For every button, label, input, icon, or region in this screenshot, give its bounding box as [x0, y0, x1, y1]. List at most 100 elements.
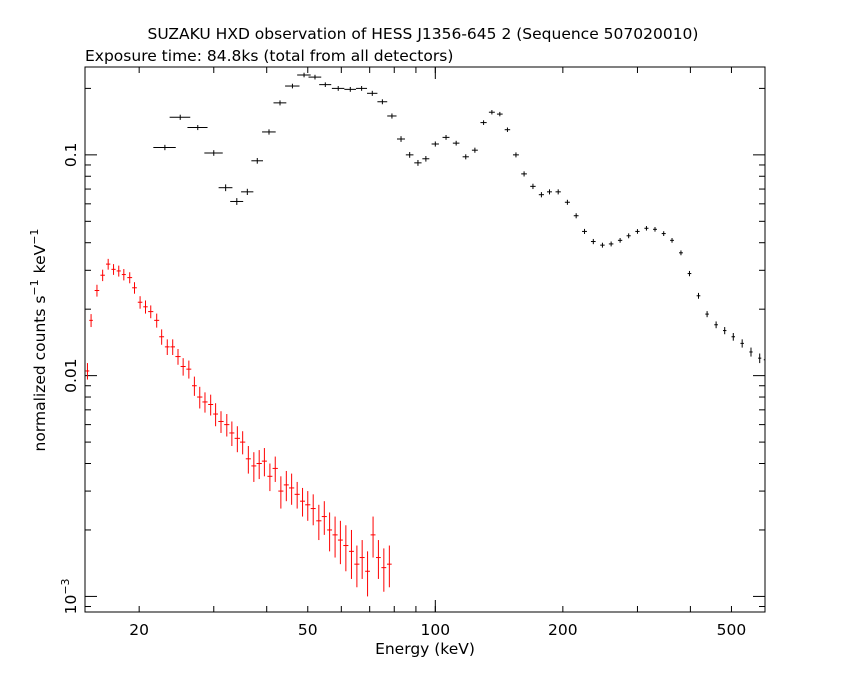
- data-point: [749, 347, 753, 357]
- data-point: [316, 504, 322, 541]
- data-point: [224, 414, 230, 437]
- data-point: [387, 113, 397, 119]
- data-point: [365, 551, 370, 597]
- y-tick-label-exp: −3: [59, 578, 72, 594]
- data-point: [111, 264, 116, 275]
- data-point: [294, 481, 300, 509]
- x-tick-label: 20: [129, 621, 149, 639]
- plot-frame: [84, 66, 766, 613]
- data-point: [300, 487, 305, 517]
- data-point: [356, 86, 368, 91]
- data-point: [359, 540, 365, 579]
- data-point: [376, 540, 381, 579]
- data-point: [670, 238, 674, 243]
- data-point: [547, 189, 552, 195]
- data-point: [705, 311, 709, 318]
- data-point: [170, 339, 175, 356]
- data-point: [187, 125, 208, 131]
- data-point: [661, 231, 666, 237]
- data-point: [386, 545, 392, 588]
- data-point: [354, 545, 360, 588]
- data-point: [337, 520, 343, 565]
- data-point: [679, 250, 683, 256]
- data-point: [261, 448, 267, 477]
- data-point: [590, 238, 596, 245]
- data-point: [273, 100, 287, 106]
- data-point: [100, 269, 105, 282]
- data-point: [462, 154, 469, 160]
- data-point: [310, 494, 316, 526]
- data-point: [758, 353, 762, 364]
- y-axis-label-exp2: −1: [28, 229, 41, 245]
- y-tick-label: 10−3: [59, 578, 80, 614]
- data-point: [127, 272, 133, 284]
- data-point: [740, 339, 744, 348]
- data-point: [186, 360, 192, 379]
- y-axis-label: normalized counts s−1keV−1: [28, 229, 49, 452]
- data-point: [600, 242, 605, 248]
- data-point: [164, 339, 170, 356]
- data-point: [143, 300, 148, 314]
- y-tick-label: 0.01: [62, 358, 80, 393]
- data-point: [348, 529, 354, 579]
- data-point: [94, 284, 100, 297]
- data-point: [154, 313, 160, 328]
- data-point: [488, 110, 495, 115]
- x-tick-label: 100: [421, 621, 451, 639]
- data-point: [422, 156, 430, 162]
- data-point: [218, 184, 233, 192]
- data-point: [327, 512, 333, 552]
- data-point: [148, 305, 154, 319]
- data-point: [116, 265, 121, 277]
- data-point: [191, 376, 197, 396]
- data-point: [319, 82, 332, 87]
- data-point: [343, 525, 349, 572]
- data-point: [285, 83, 300, 89]
- data-point: [431, 141, 439, 147]
- data-point: [722, 327, 727, 335]
- series-pin: [85, 258, 392, 597]
- data-point: [230, 198, 244, 205]
- data-point: [582, 228, 587, 235]
- data-point: [344, 86, 357, 92]
- y-axis-label-exp1: −1: [28, 279, 41, 295]
- data-point: [381, 548, 387, 592]
- data-point: [159, 329, 165, 345]
- data-point: [763, 355, 766, 365]
- data-point: [240, 431, 246, 455]
- data-point: [229, 421, 235, 447]
- data-point: [617, 238, 623, 243]
- x-tick-label: 50: [298, 621, 318, 639]
- data-point: [208, 394, 214, 416]
- y-tick-label: 0.1: [62, 143, 80, 168]
- data-point: [564, 199, 570, 205]
- data-point: [251, 157, 263, 164]
- data-point: [89, 314, 93, 328]
- data-point: [204, 150, 223, 156]
- data-point: [405, 152, 414, 158]
- data-point: [180, 358, 186, 376]
- data-point: [608, 241, 614, 247]
- x-tick-label: 500: [717, 621, 747, 639]
- data-point: [573, 213, 579, 219]
- data-point: [521, 171, 527, 177]
- data-point: [278, 476, 284, 509]
- data-point: [377, 99, 388, 105]
- data-point: [85, 363, 90, 380]
- data-point: [272, 456, 278, 482]
- data-point: [530, 183, 536, 190]
- data-point: [480, 120, 487, 125]
- data-point: [132, 282, 137, 294]
- x-tick-label: 200: [548, 621, 578, 639]
- data-point: [137, 296, 143, 309]
- data-point: [283, 470, 289, 502]
- data-point: [175, 349, 181, 365]
- data-point: [471, 147, 478, 153]
- data-point: [169, 114, 191, 120]
- data-point: [538, 192, 544, 198]
- data-point: [105, 258, 111, 270]
- axis-ticks: 20 50 100 200 500 0.1 0.01 10−3: [59, 67, 766, 639]
- data-point: [331, 86, 345, 91]
- data-point: [644, 226, 649, 231]
- data-point: [218, 411, 224, 433]
